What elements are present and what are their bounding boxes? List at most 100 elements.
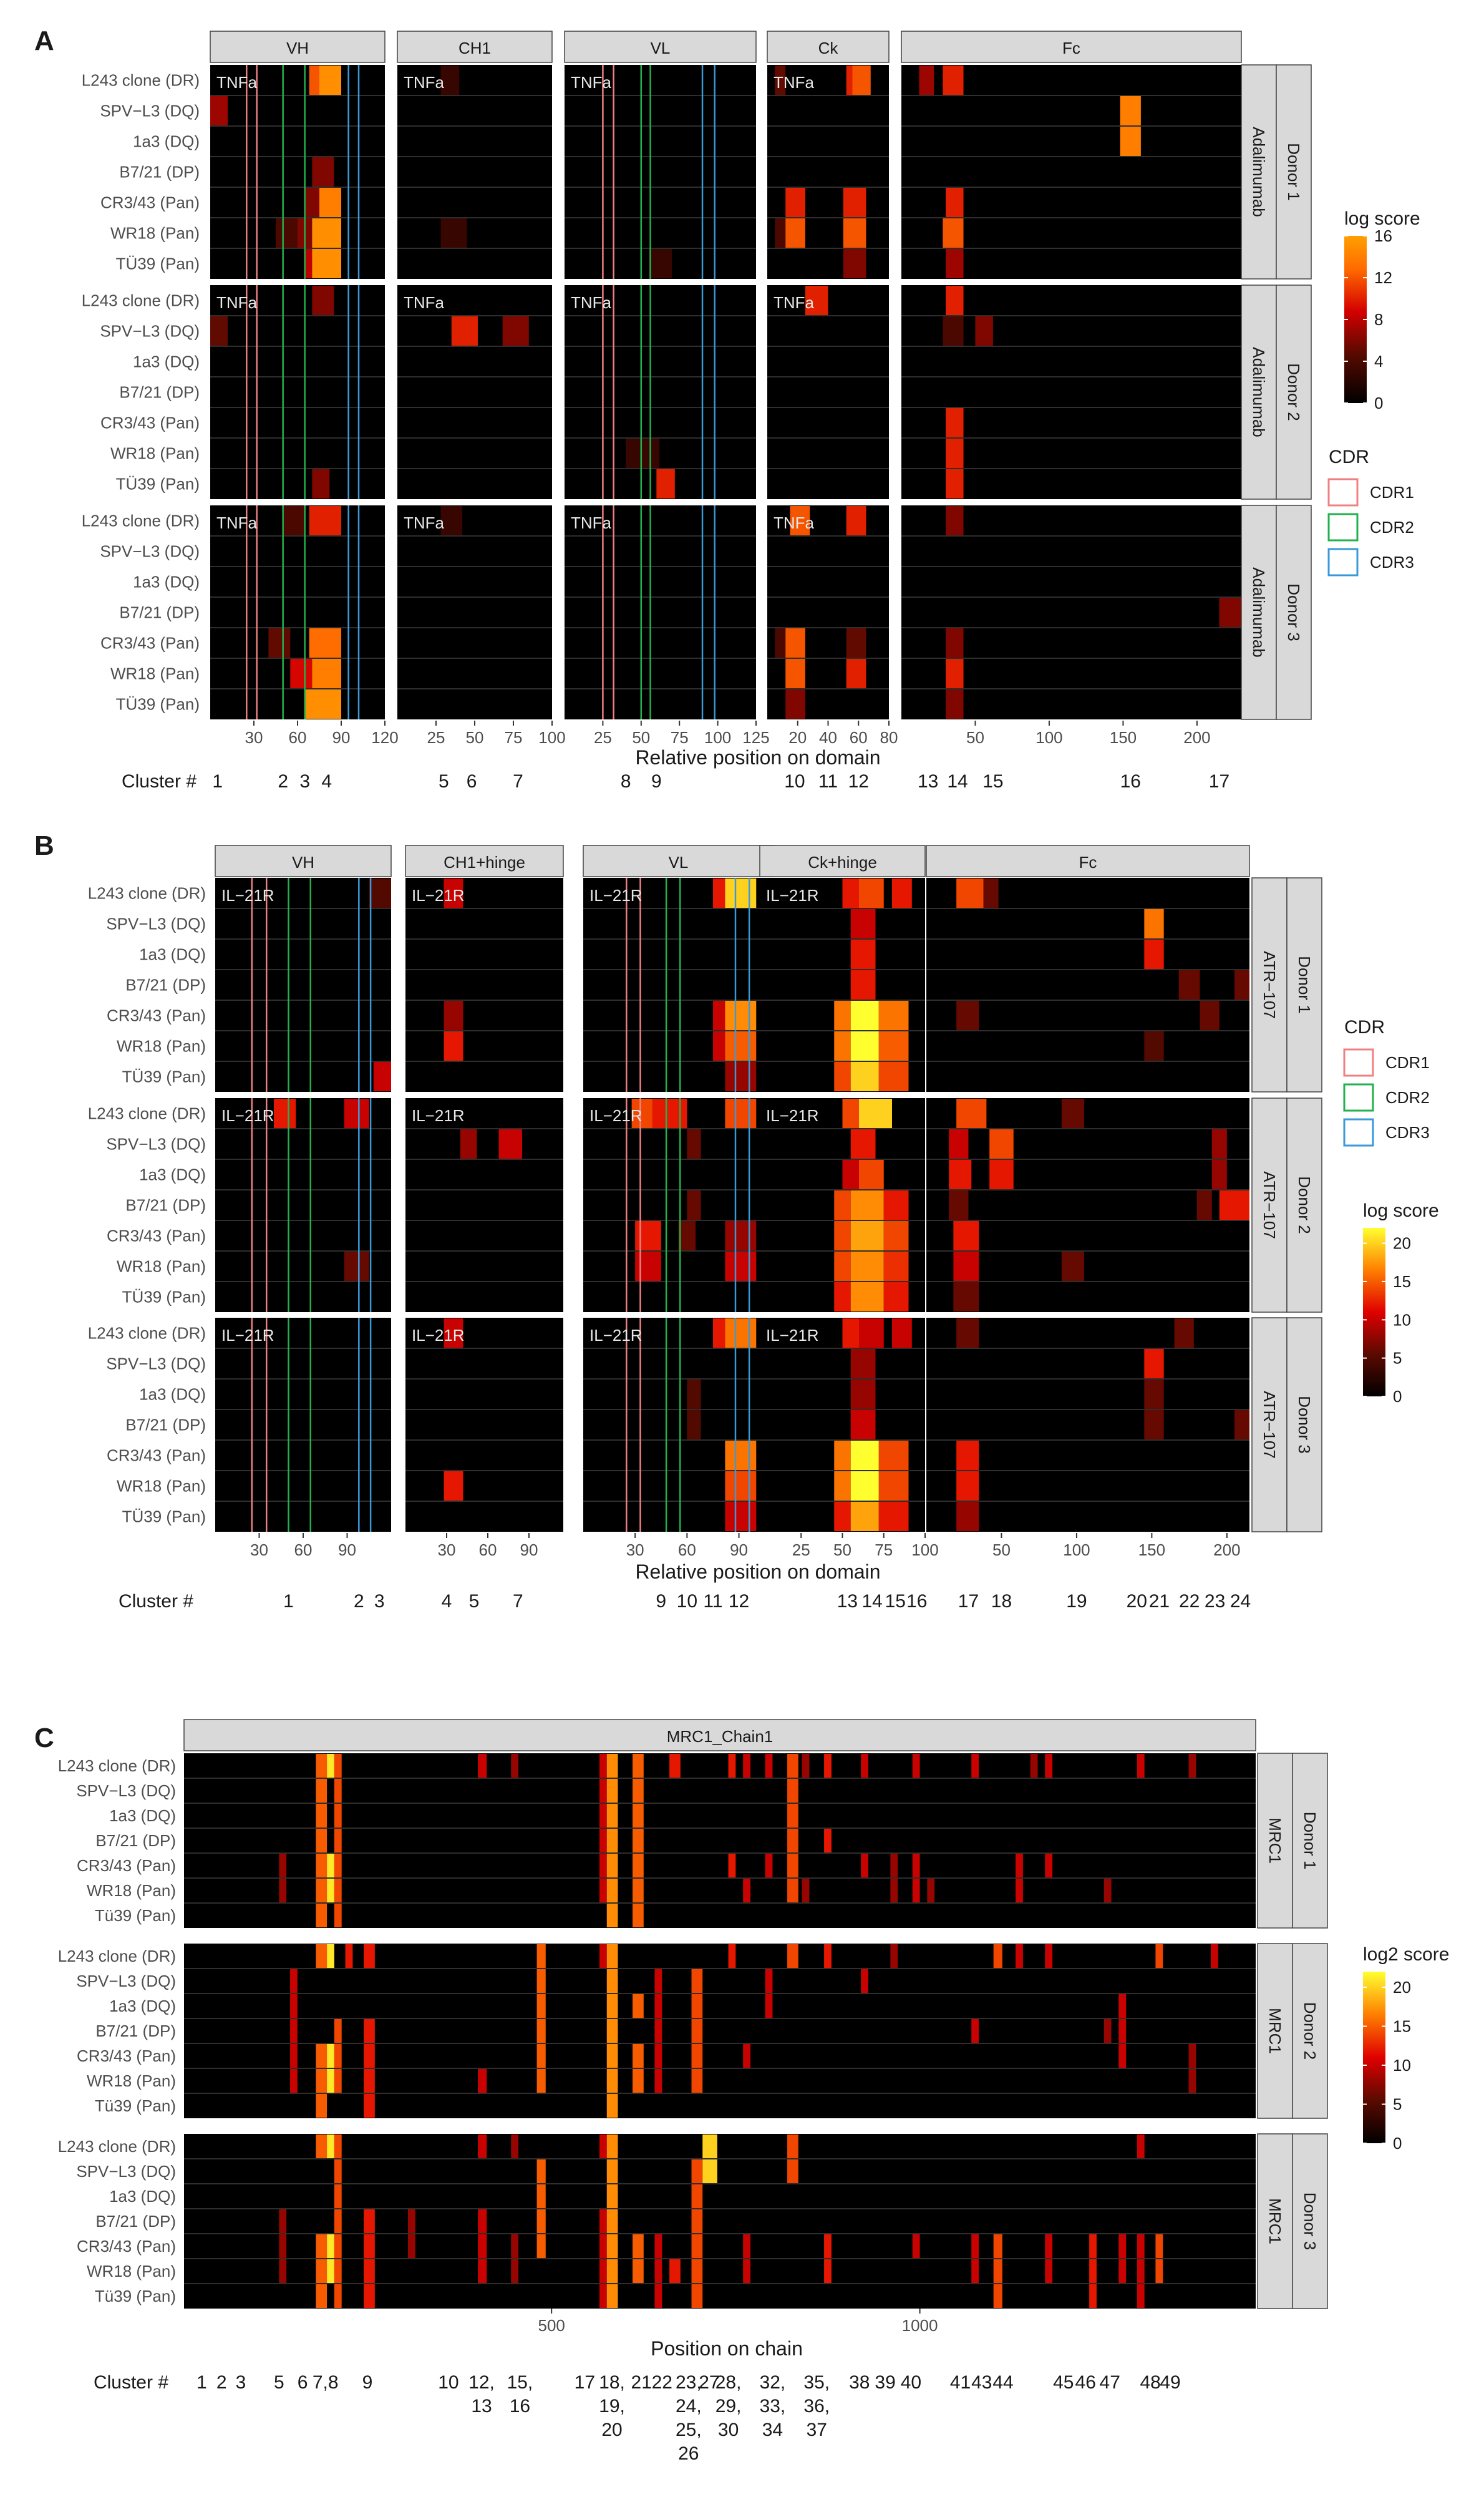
x-tick-label: 50 <box>966 728 984 747</box>
heatmap-cell <box>743 1754 751 1778</box>
heatmap-cell <box>327 1754 334 1778</box>
donor-strip <box>1276 285 1312 500</box>
row-label: B7/21 (DP) <box>119 603 200 622</box>
heatmap-cell <box>309 506 341 535</box>
heatmap-cell <box>1089 2234 1097 2258</box>
target-label: IL−21R <box>221 1106 274 1125</box>
heatmap-cell <box>946 689 964 719</box>
cluster-number: 7 <box>513 1591 523 1612</box>
cdr-legend-key <box>1343 1048 1374 1077</box>
row-label: WR18 (Pan) <box>110 444 200 463</box>
cluster-number: 13 <box>471 2396 492 2417</box>
row-label: SPV−L3 (DQ) <box>76 1972 176 1990</box>
heatmap-cell <box>511 2134 519 2158</box>
heatmap-cell <box>478 2259 487 2283</box>
row-label: CR3/43 (Pan) <box>100 193 200 212</box>
heatmap-cell <box>1103 2019 1112 2043</box>
cluster-number: 3 <box>374 1591 385 1612</box>
heatmap-cell <box>279 2259 287 2283</box>
heatmap-cell <box>536 2044 546 2068</box>
heatmap-cell <box>956 1318 979 1348</box>
cluster-number: 7,8 <box>313 2372 339 2393</box>
antibody-label: ATR−107 <box>1260 1171 1279 1239</box>
heatmap-cell <box>834 1441 851 1470</box>
heatmap-cell <box>1200 1001 1220 1030</box>
heatmap-cell <box>440 218 467 248</box>
cluster-number: 29, <box>715 2396 742 2417</box>
heatmap-cell <box>274 1099 296 1128</box>
heatmap-cell <box>725 1062 757 1091</box>
heatmap-cell <box>316 2259 327 2283</box>
heatmap-cell <box>785 628 805 658</box>
row-label: 1a3 (DQ) <box>133 353 200 371</box>
heatmap-cell <box>943 316 964 346</box>
heatmap-cell <box>606 2234 618 2258</box>
heatmap-cell <box>478 1754 487 1778</box>
antibody-label: MRC1 <box>1266 1818 1284 1864</box>
heatmap-cell <box>316 2234 327 2258</box>
heatmap-cell <box>1234 970 1249 1000</box>
row-label: B7/21 (DP) <box>125 976 206 995</box>
heatmap-cell <box>1155 2234 1163 2258</box>
heatmap-cell <box>712 879 725 908</box>
heatmap-cell <box>633 1904 644 1927</box>
heatmap-cell <box>316 1804 327 1828</box>
heatmap-panel-bg <box>565 65 756 279</box>
heatmap-cell <box>444 1031 463 1061</box>
row-label: L243 clone (DR) <box>82 71 200 90</box>
legend-tick-label: 8 <box>1374 310 1383 329</box>
x-axis-title: Relative position on domain <box>635 746 880 769</box>
panel-letter: C <box>34 1723 54 1753</box>
cdr-legend-label: CDR3 <box>1385 1123 1430 1142</box>
heatmap-panel-bg <box>767 285 889 499</box>
cluster-axis-label: Cluster # <box>122 771 196 792</box>
heatmap-cell <box>1144 1349 1164 1378</box>
heatmap-cell <box>790 506 810 535</box>
heatmap-cell <box>787 1779 798 1803</box>
row-label: CR3/43 (Pan) <box>107 1006 206 1025</box>
heatmap-cell <box>850 1252 884 1281</box>
antibody-label: Adalimumab <box>1249 567 1268 658</box>
heatmap-cell <box>691 2259 703 2283</box>
heatmap-cell <box>1137 2284 1145 2308</box>
target-label: IL−21R <box>766 1106 819 1125</box>
cluster-number: 10 <box>438 2372 458 2393</box>
heatmap-cell <box>1188 1754 1196 1778</box>
heatmap-cell <box>633 1804 644 1828</box>
heatmap-cell <box>345 1944 353 1968</box>
cluster-axis-label: Cluster # <box>94 2372 168 2393</box>
x-tick-label: 25 <box>792 1541 810 1559</box>
heatmap-cell <box>316 1829 327 1852</box>
heatmap-cell <box>478 2209 487 2233</box>
cluster-number: 20 <box>601 2420 622 2440</box>
domain-strip <box>926 845 1250 877</box>
x-tick-label: 200 <box>1213 1541 1240 1559</box>
heatmap-cell <box>606 2184 618 2208</box>
heatmap-cell <box>728 1854 736 1877</box>
heatmap-cell <box>842 879 859 908</box>
heatmap-cell <box>444 879 463 908</box>
heatmap-cell <box>334 2259 342 2283</box>
domain-strip <box>759 845 926 877</box>
donor-strip <box>1292 1753 1328 1929</box>
heatmap-cell <box>334 2234 342 2258</box>
heatmap-cell <box>975 316 993 346</box>
heatmap-cell <box>316 1754 327 1778</box>
heatmap-cell <box>725 1441 757 1470</box>
cdr-legend-key <box>1343 1083 1374 1112</box>
heatmap-cell <box>1045 1854 1053 1877</box>
cluster-number: 10 <box>784 771 805 792</box>
row-label: L243 clone (DR) <box>88 1104 206 1123</box>
heatmap-cell <box>787 1804 798 1828</box>
domain-strip <box>767 31 890 63</box>
heatmap-cell <box>451 316 478 346</box>
heatmap-cell <box>824 1754 832 1778</box>
heatmap-cell <box>334 1829 342 1852</box>
heatmap-cell <box>304 188 319 217</box>
heatmap-cell <box>633 1879 644 1902</box>
x-tick-label: 500 <box>538 2316 565 2335</box>
heatmap-cell <box>319 66 341 95</box>
heatmap-cell <box>890 1854 898 1877</box>
domain-strip <box>405 845 564 877</box>
heatmap-cell <box>633 2259 644 2283</box>
